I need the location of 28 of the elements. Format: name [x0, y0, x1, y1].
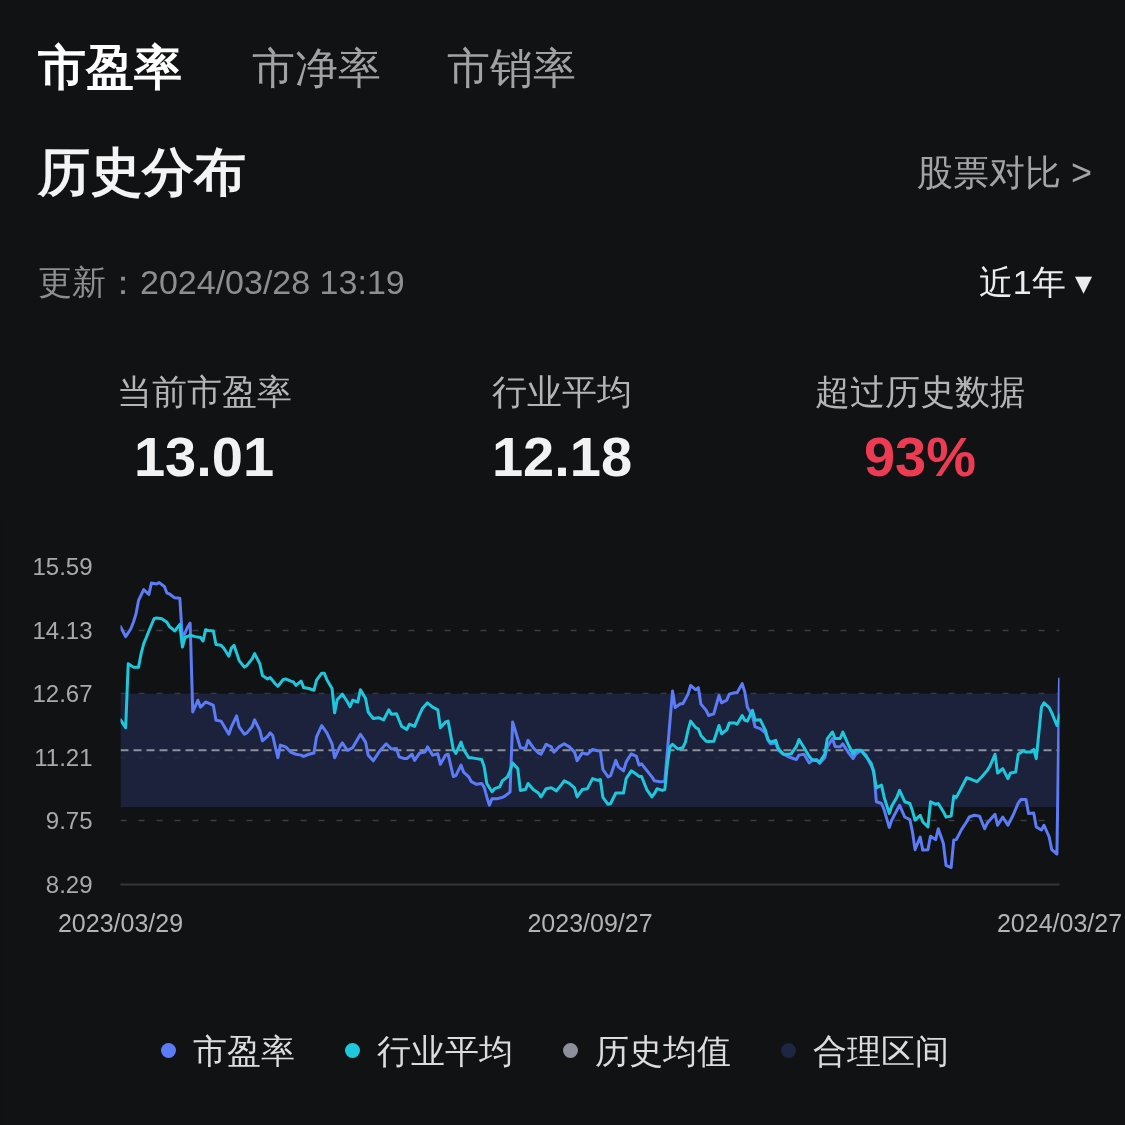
- text: 12.18: [491, 424, 633, 490]
- y-tick-label: 15.59: [32, 553, 93, 580]
- y-tick-label: 9.75: [45, 807, 93, 835]
- text: 市销率: [447, 43, 576, 94]
- chart-title: 历史分布: [38, 141, 246, 203]
- x-tick-label: 2023/09/27: [527, 908, 653, 937]
- text: 13.01: [133, 424, 275, 490]
- text: 市净率: [252, 43, 381, 94]
- line-series: [120, 616, 1060, 829]
- legend-label: 历史均值: [594, 1031, 731, 1070]
- text: 当前市盈率: [116, 371, 292, 413]
- text: 股票对比 >: [916, 150, 1092, 195]
- chart-subtitle: 更新：2024/03/28 13:19: [38, 262, 405, 303]
- x-tick-label: 2024/03/27: [996, 908, 1123, 937]
- line-series: [120, 581, 1060, 870]
- y-tick-label: 14.13: [32, 616, 93, 644]
- legend-label: 合理区间: [812, 1031, 949, 1070]
- legend-label: 市盈率: [192, 1031, 295, 1070]
- text: 93%: [863, 424, 977, 490]
- y-tick-label: 8.29: [45, 871, 93, 898]
- text: 近1年 ▾: [978, 262, 1092, 303]
- x-tick-label: 2023/03/29: [57, 908, 184, 937]
- text: 市盈率: [38, 40, 182, 96]
- text: 超过历史数据: [815, 371, 1025, 413]
- legend-label: 行业平均: [376, 1031, 513, 1070]
- text: 行业平均: [492, 371, 632, 413]
- y-tick-label: 12.67: [32, 680, 93, 708]
- y-tick-label: 11.21: [34, 743, 93, 771]
